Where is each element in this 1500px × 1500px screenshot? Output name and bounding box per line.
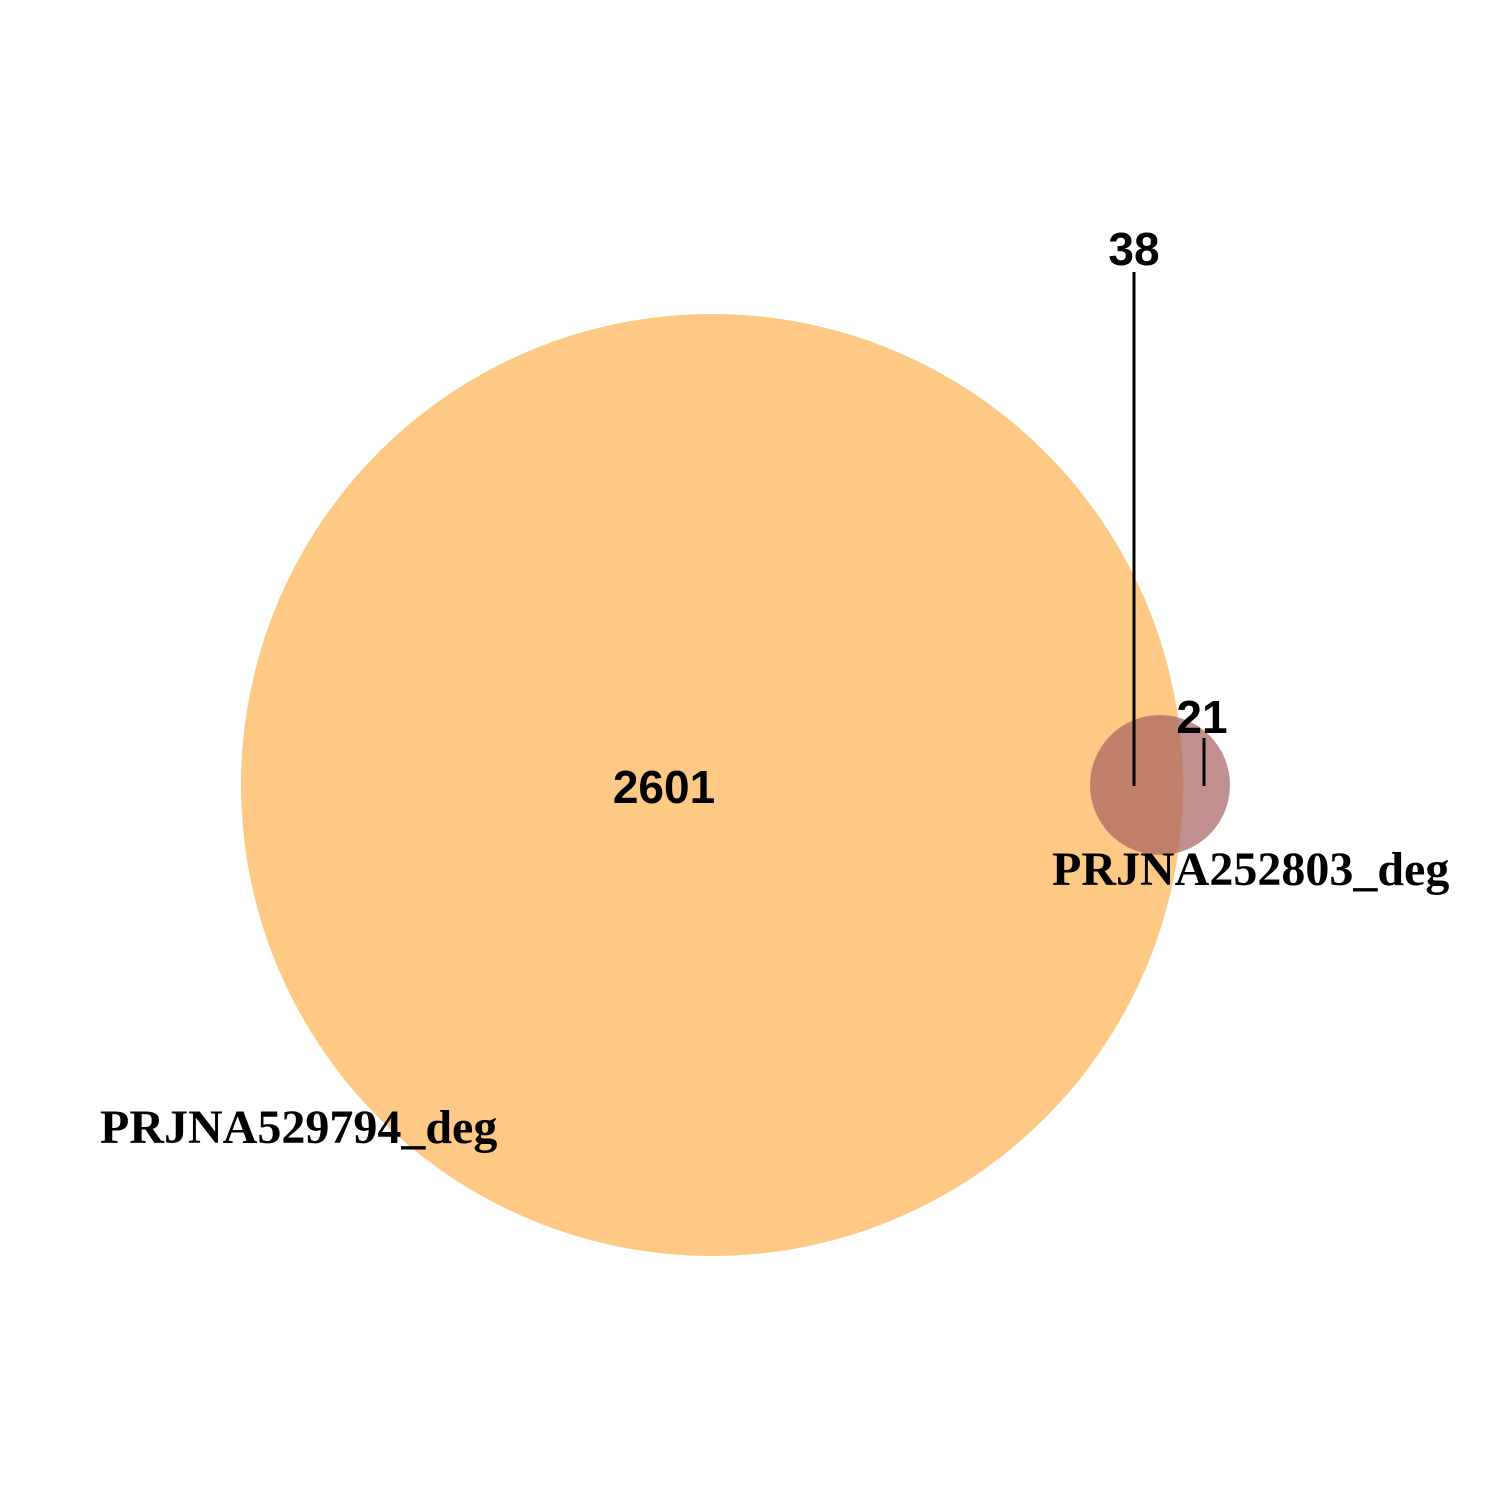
count-prjna529794-only: 2601 <box>613 761 715 813</box>
set-circle-prjna529794 <box>241 314 1183 1256</box>
set-circle-prjna252803 <box>1090 715 1230 855</box>
count-prjna252803-only: 21 <box>1176 691 1227 743</box>
set-label-prjna252803: PRJNA252803_deg <box>1052 843 1449 896</box>
set-label-prjna529794: PRJNA529794_deg <box>100 1101 497 1154</box>
count-intersection: 38 <box>1108 223 1159 275</box>
